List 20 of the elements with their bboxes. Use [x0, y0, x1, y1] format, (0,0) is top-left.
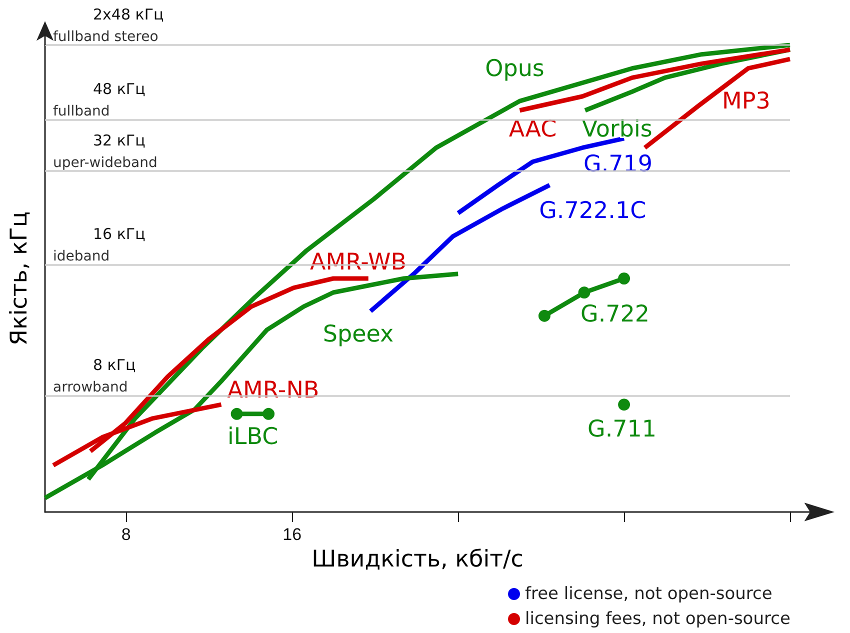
text: licensing fees, not open-source [525, 609, 790, 629]
series-label: AAC [508, 116, 557, 142]
series-label: Vorbis [582, 116, 652, 142]
series-label: G.722 [580, 302, 650, 328]
x-tick-label: 16 [282, 525, 302, 544]
series-label: Opus [485, 56, 544, 82]
series-label: G.711 [588, 416, 657, 443]
ref-line-label: 48 кГц fullband [53, 80, 146, 120]
ref-line-label: 8 кГц arrowband [53, 356, 136, 396]
ref-line-label: 16 кГц ideband [53, 224, 146, 264]
ref-line-label: 32 кГц uper-wideband [53, 132, 158, 172]
series-label: MP3 [722, 88, 770, 114]
series-label: G.722.1C [539, 198, 646, 224]
series-label: iLBC [227, 424, 278, 450]
series-label: Speex [322, 322, 394, 348]
x-axis-title: Швидкість, кбіт/с [312, 546, 524, 572]
text: free license, not open-source [525, 584, 772, 604]
ref-line-label: 2x48 кГц fullband stereo [53, 6, 164, 45]
x-tick-label: 8 [121, 525, 131, 544]
y-axis-title: Якість, кГц [6, 211, 32, 346]
